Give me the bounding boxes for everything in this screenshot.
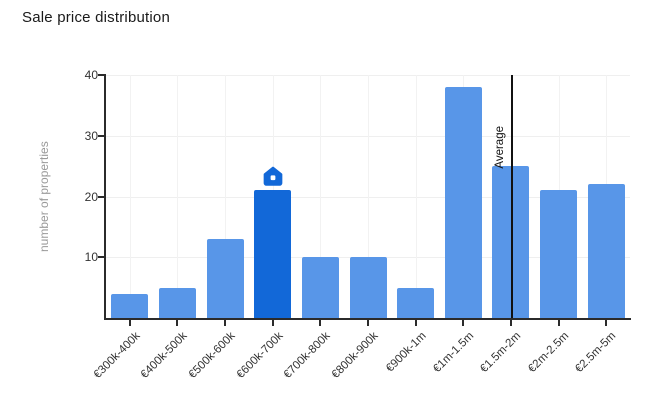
x-tick (271, 320, 274, 326)
bar[interactable] (587, 184, 625, 318)
y-tick-label: 10 (84, 250, 98, 265)
average-label: Average (494, 126, 507, 169)
x-tick-label: €2.5m-5m (573, 330, 619, 376)
x-tick (414, 320, 417, 326)
gridline-vertical (368, 75, 369, 318)
bar[interactable] (301, 257, 339, 318)
y-tick (98, 134, 106, 137)
x-tick-label: €300k-400k (91, 330, 143, 381)
bar[interactable] (111, 293, 149, 318)
x-tick (462, 320, 465, 326)
x-tick-label: €600k-700k (234, 330, 286, 381)
y-tick (98, 74, 106, 76)
x-tick-label: €500k-600k (186, 330, 238, 381)
house-icon (262, 165, 284, 187)
bar[interactable] (540, 190, 578, 318)
x-tick (176, 320, 179, 326)
gridline-vertical (415, 75, 417, 318)
x-tick-label: €2m-2.5m (525, 330, 572, 376)
bar[interactable] (492, 166, 530, 318)
gridline-vertical (129, 75, 131, 318)
y-tick (98, 256, 106, 259)
x-tick-label: €900k-1m (383, 330, 429, 375)
x-tick-label: €400k-500k (138, 330, 190, 381)
y-tick-label: 40 (84, 68, 98, 82)
x-axis-line (104, 318, 631, 320)
x-tick (605, 320, 608, 326)
x-tick (557, 320, 560, 326)
x-tick (224, 320, 227, 326)
chart-title: Sale price distribution (22, 9, 171, 26)
x-tick (367, 320, 369, 326)
bar[interactable] (397, 287, 435, 318)
x-tick (509, 320, 512, 326)
x-tick (319, 320, 322, 326)
bar-highlighted[interactable] (254, 190, 292, 318)
bar[interactable] (158, 287, 196, 318)
x-tick-label: €800k-900k (329, 330, 381, 381)
plot-area: Average (106, 75, 630, 318)
bar[interactable] (349, 257, 387, 318)
y-tick-label: 20 (84, 189, 98, 204)
y-axis-title: number of properties (37, 141, 51, 252)
x-tick-label: €1m-1.5m (430, 330, 476, 376)
gridline-vertical (177, 75, 179, 318)
average-line (511, 75, 514, 318)
gridline-vertical (320, 75, 322, 318)
bar[interactable] (444, 87, 482, 318)
y-tick (98, 195, 106, 198)
y-tick-label: 30 (84, 128, 98, 143)
gridline-vertical (225, 75, 227, 318)
bar[interactable] (206, 239, 244, 318)
x-tick-label: €1.5m-2m (478, 330, 524, 376)
y-axis-line (104, 75, 106, 320)
x-tick (128, 320, 131, 326)
x-tick-label: €700k-800k (281, 330, 333, 381)
